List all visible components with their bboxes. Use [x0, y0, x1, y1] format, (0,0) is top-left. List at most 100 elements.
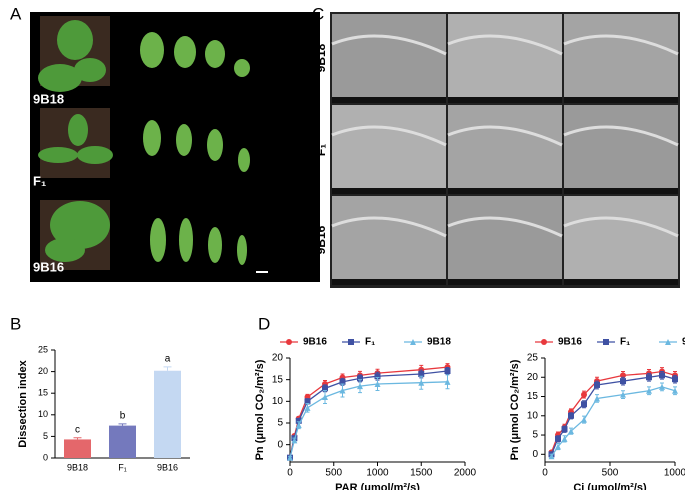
series-line	[289, 366, 448, 458]
panel-label: A	[10, 4, 22, 23]
error-bar	[118, 423, 127, 426]
marker	[561, 426, 568, 433]
y-tick-label: 0	[43, 452, 48, 462]
error-bar	[163, 366, 172, 371]
sem-scale	[564, 97, 678, 103]
marker	[620, 391, 626, 398]
sem-tile	[564, 105, 678, 194]
series-line	[289, 370, 448, 458]
series-line	[550, 386, 676, 457]
y-tick-label: 20	[527, 372, 539, 383]
marker	[357, 375, 363, 382]
significance-letter: b	[120, 411, 126, 422]
marker	[444, 368, 451, 374]
sem-tile	[332, 105, 446, 194]
sem-tile	[564, 14, 678, 103]
sem-scale	[332, 188, 446, 194]
x-tick-label: F₁	[118, 462, 127, 472]
sem-tile	[448, 105, 562, 194]
x-tick-label: 9B16	[157, 462, 178, 472]
marker	[581, 401, 587, 408]
sem-scale	[332, 97, 446, 103]
x-tick-label: 500	[325, 468, 342, 479]
y-tick-label: 0	[277, 439, 283, 450]
y-axis-label: Dissection index	[17, 359, 29, 447]
x-tick-label: 1500	[410, 468, 433, 479]
sem-tile	[332, 196, 446, 285]
y-tick-label: 15	[527, 391, 539, 402]
panel-label: C	[312, 4, 324, 23]
x-tick-label: 1000	[366, 468, 389, 479]
y-tick-label: 20	[38, 366, 48, 376]
marker	[374, 381, 381, 387]
x-axis-label: PAR (μmol/m²/s)	[335, 482, 420, 490]
sem-images	[331, 14, 679, 285]
bar	[64, 439, 91, 458]
legend-marker	[665, 339, 671, 345]
marker	[548, 453, 555, 460]
sem-texture	[331, 34, 447, 56]
x-tick-label: 500	[602, 468, 619, 479]
marker	[322, 394, 328, 400]
bar	[109, 425, 136, 458]
sem-scale	[332, 279, 446, 285]
marker	[322, 385, 328, 392]
legend-marker	[348, 339, 354, 345]
marker	[672, 387, 678, 394]
significance-letter: c	[75, 424, 80, 435]
marker	[659, 383, 665, 390]
marker	[672, 376, 678, 383]
marker	[374, 373, 381, 380]
y-tick-label: 10	[38, 409, 48, 419]
x-tick-label: 0	[287, 468, 293, 479]
sem-scale	[448, 97, 562, 103]
panel-label: B	[10, 314, 21, 333]
sem-texture	[331, 125, 447, 147]
significance-letter: a	[165, 353, 171, 364]
legend-label: 9B16	[558, 337, 582, 348]
series-line	[289, 381, 448, 458]
sem-tile	[448, 196, 562, 285]
sem-texture	[563, 125, 679, 147]
sem-texture	[331, 216, 447, 238]
y-tick-label: 25	[527, 353, 539, 364]
marker	[304, 398, 311, 405]
sem-texture	[563, 34, 679, 56]
y-tick-label: 20	[272, 353, 284, 364]
bar	[154, 370, 181, 458]
error-bar	[73, 437, 82, 440]
marker	[581, 416, 587, 423]
legend-label: 9B16	[303, 337, 327, 348]
sem-texture	[447, 125, 563, 147]
sem-texture	[447, 34, 563, 56]
axis-line	[544, 358, 675, 463]
marker	[594, 381, 600, 388]
marker	[646, 374, 652, 381]
marker	[620, 378, 626, 385]
marker	[418, 379, 425, 386]
legend-label: F₁	[365, 337, 375, 348]
sem-scale	[448, 279, 562, 285]
y-tick-label: 15	[38, 388, 48, 398]
sem-scale	[564, 188, 678, 194]
legend-marker	[410, 339, 416, 345]
series-line	[550, 370, 676, 453]
marker	[555, 435, 561, 442]
y-tick-label: 5	[43, 431, 48, 441]
x-tick-label: 9B18	[67, 462, 88, 472]
sem-tile	[564, 196, 678, 285]
panel-label: D	[258, 314, 270, 333]
legend-marker	[603, 339, 609, 345]
marker	[646, 387, 652, 394]
y-tick-label: 0	[532, 449, 538, 460]
sem-tile	[332, 14, 446, 103]
y-tick-label: 15	[272, 374, 284, 385]
legend-marker	[541, 339, 547, 345]
marker	[357, 383, 363, 390]
marker	[444, 378, 451, 385]
legend-marker	[286, 339, 292, 345]
photo-label: 9B16	[33, 259, 64, 274]
sem-scale	[448, 188, 562, 194]
y-tick-label: 10	[527, 410, 539, 421]
photo-label: F₁	[33, 173, 46, 188]
